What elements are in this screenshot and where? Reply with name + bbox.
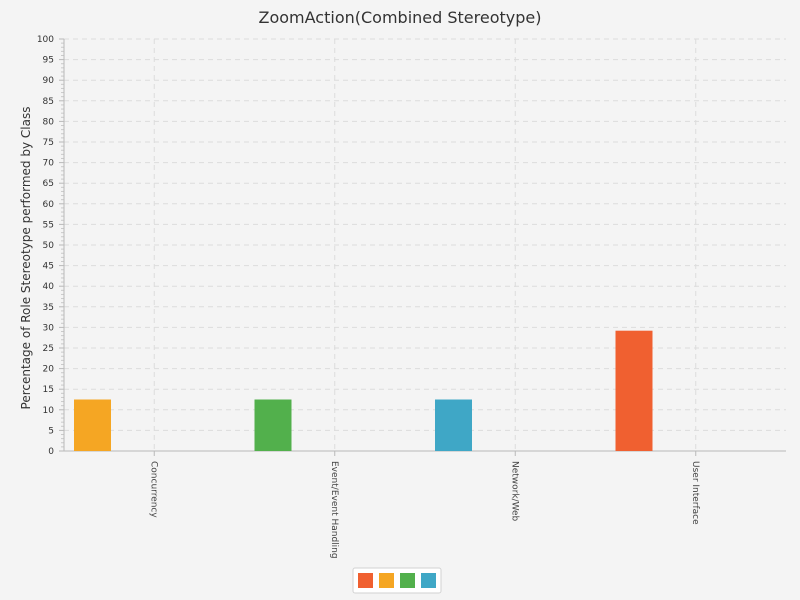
y-tick-label: 25 [43, 344, 54, 354]
legend-swatch [400, 573, 415, 588]
y-tick-label: 80 [43, 117, 55, 127]
legend-swatch [379, 573, 394, 588]
legend [352, 567, 442, 594]
y-tick-label: 50 [43, 241, 55, 251]
grid-layer [64, 38, 786, 452]
y-tick-label: 60 [43, 200, 55, 210]
chart-title: ZoomAction(Combined Stereotype) [259, 8, 542, 27]
bar [74, 399, 111, 451]
bar-layer [74, 330, 653, 451]
y-tick-label: 30 [43, 323, 55, 333]
x-tick-label: Concurrency [148, 461, 158, 518]
y-tick-label: 75 [43, 138, 54, 148]
y-tick-label: 15 [43, 385, 54, 395]
bar [615, 330, 653, 451]
y-tick-label: 85 [43, 97, 54, 107]
x-tick-label: User Interface [690, 461, 700, 525]
y-tick-label: 100 [37, 35, 54, 45]
y-tick-label: 90 [43, 76, 55, 86]
legend-swatch [421, 573, 436, 588]
y-tick-label: 55 [43, 220, 54, 230]
bar [435, 399, 472, 451]
y-tick-label: 65 [43, 179, 54, 189]
y-tick-label: 5 [48, 426, 54, 436]
y-tick-label: 20 [43, 365, 55, 375]
axis-layer: 0 5 10 15 20 25 30 35 40 45 50 55 60 65 70 75 80 85 90 95 10… [37, 35, 786, 559]
y-tick-label: 95 [43, 56, 54, 66]
legend-swatch [358, 573, 373, 588]
y-axis-label: Percentage of Role Stereotype performed … [19, 107, 33, 410]
y-tick-label: 70 [43, 159, 55, 169]
y-tick-label: 40 [43, 282, 55, 292]
legend-box [352, 567, 442, 594]
bar [254, 399, 292, 451]
x-tick-label: Event/Event Handling [329, 461, 339, 559]
y-tick-label: 0 [48, 447, 54, 457]
y-tick-label: 35 [43, 303, 54, 313]
y-tick-label: 10 [43, 406, 55, 416]
y-tick-label: 45 [43, 262, 54, 272]
x-tick-label: Network/Web [509, 461, 519, 522]
